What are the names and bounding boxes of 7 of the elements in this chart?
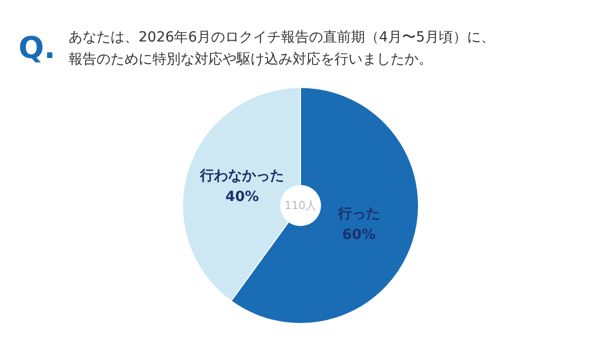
text: Q.: [18, 31, 56, 66]
data-label: 60%: [342, 226, 376, 243]
slice-label: 行った: [336, 206, 380, 222]
slice-label: 行わなかった: [199, 168, 284, 184]
text: 110人: [284, 199, 316, 212]
data-label: 40%: [225, 188, 259, 205]
chart-title: あなたは、2026年6月のロクイチ報告の直前期（4月〜5月頃）に、報告のために特別な対応や駆け込み対応を行いましたか。: [68, 30, 495, 68]
